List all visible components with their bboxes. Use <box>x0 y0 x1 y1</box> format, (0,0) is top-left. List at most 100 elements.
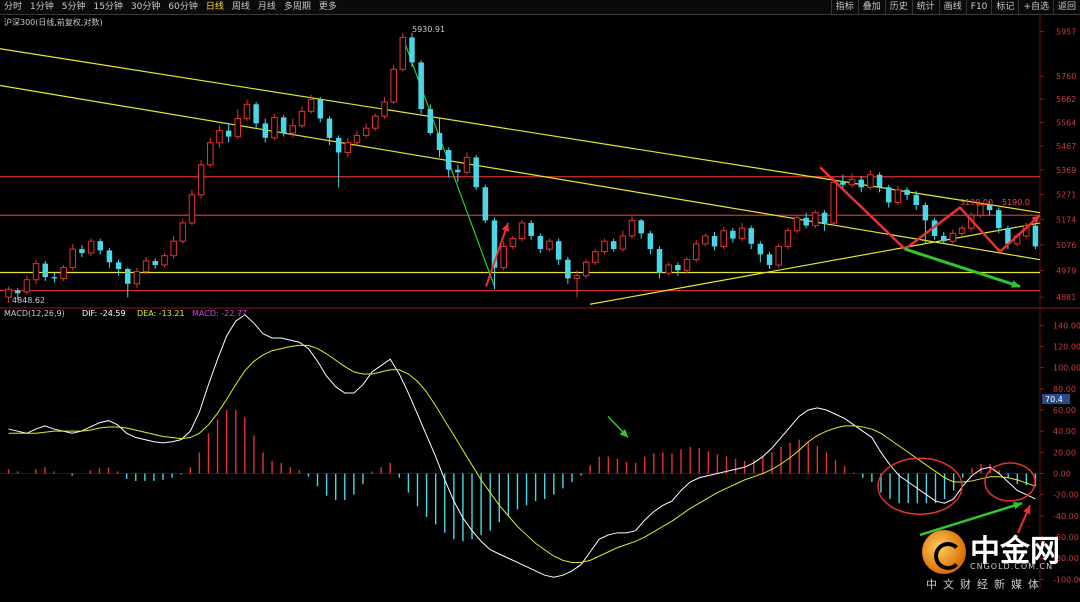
tool-button-0[interactable]: 指标 <box>830 0 858 14</box>
period-tab-3[interactable]: 15分钟 <box>93 2 123 12</box>
candle <box>32 259 40 284</box>
tool-button-8[interactable]: 返回 <box>1052 0 1080 14</box>
candle <box>675 262 681 276</box>
candle <box>766 251 773 269</box>
candle <box>738 222 746 242</box>
candle <box>409 32 415 67</box>
price-axis-tick: 5760 <box>1056 72 1076 81</box>
candle <box>79 245 85 258</box>
candle <box>940 232 947 244</box>
small-arrow-macd <box>607 415 629 439</box>
price-axis-tick: 4881 <box>1056 293 1076 302</box>
candle <box>298 106 306 129</box>
candle <box>207 137 214 168</box>
macd-axis-tick: 0.00 <box>1053 470 1071 479</box>
candle <box>335 135 342 188</box>
candle <box>436 118 443 158</box>
tool-button-2[interactable]: 历史 <box>884 0 912 14</box>
price-line-label-1: 5190.00 <box>960 198 993 207</box>
cngold-logo-icon <box>922 530 966 574</box>
tool-button-6[interactable]: 标记 <box>991 0 1018 14</box>
macd-marker-badge <box>1042 393 1070 404</box>
tool-button-3[interactable]: 统计 <box>911 0 939 14</box>
period-tab-10[interactable]: 更多 <box>318 2 337 12</box>
candle <box>69 243 77 271</box>
trough-circle-2 <box>984 462 1036 502</box>
period-toolbar: 分时 1分钟 5分钟 15分钟 30分钟 60分钟 日线 周线 月线 多周期 更多 指标 叠加 历史 统计… <box>0 0 1080 15</box>
price-axis-tick: 4979 <box>1056 267 1076 276</box>
wave-arrow <box>819 166 1041 253</box>
candle <box>234 109 242 140</box>
candle <box>748 225 754 250</box>
period-tab-0[interactable]: 分时 <box>4 2 23 12</box>
candle <box>619 230 627 252</box>
period-tab-2[interactable]: 5分钟 <box>61 2 86 12</box>
divergence-arrow-main <box>904 247 1021 288</box>
rebound-arrow <box>485 222 510 287</box>
candle <box>913 191 919 211</box>
tool-button-4[interactable]: 画线 <box>938 0 966 14</box>
candle <box>445 147 452 178</box>
tool-buttons: 指标 叠加 历史 统计 画线 F10 标记 +自选 返回 <box>830 0 1080 14</box>
candle <box>115 259 122 276</box>
candle <box>958 225 966 236</box>
tool-button-5[interactable]: F10 <box>965 0 992 14</box>
macd-axis-tick: 20.00 <box>1053 448 1076 457</box>
candle <box>262 118 269 143</box>
candle <box>528 220 534 240</box>
period-tab-7[interactable]: 周线 <box>231 2 250 12</box>
period-tab-1[interactable]: 1分钟 <box>30 2 54 12</box>
candle <box>876 172 883 193</box>
candle <box>152 258 159 269</box>
period-tab-6[interactable]: 日线 <box>205 2 224 12</box>
price-axis-tick: 5662 <box>1056 95 1076 104</box>
macd-axis-tick: 80.00 <box>1053 385 1076 394</box>
candle <box>170 235 177 259</box>
period-tab-4[interactable]: 30分钟 <box>130 2 161 12</box>
candle <box>656 246 663 279</box>
candle <box>482 184 489 223</box>
candle <box>730 228 736 243</box>
candle <box>307 94 315 114</box>
period-tab-5[interactable]: 60分钟 <box>168 2 198 12</box>
candle <box>812 210 819 229</box>
candle <box>381 97 388 119</box>
main-chart-title: 沪深300(日线,前复权,对数) <box>4 17 103 27</box>
candle <box>601 238 608 255</box>
candle <box>372 113 379 131</box>
candle <box>793 215 801 234</box>
dea-label: DEA: -13.21 <box>137 309 185 318</box>
candle <box>353 130 361 146</box>
tool-button-1[interactable]: 叠加 <box>857 0 885 14</box>
candle <box>5 286 12 303</box>
candle <box>399 32 407 72</box>
candle <box>280 115 287 137</box>
candle <box>418 60 424 114</box>
candle <box>42 260 49 282</box>
candle <box>830 177 837 226</box>
candle <box>197 159 205 199</box>
macd-axis-tick: -100.00 <box>1053 575 1080 584</box>
trend-line <box>0 84 1041 261</box>
candle <box>628 216 636 239</box>
candle <box>610 238 617 252</box>
candle <box>125 267 131 298</box>
candle <box>720 226 727 250</box>
candle <box>133 267 141 288</box>
period-tab-8[interactable]: 月线 <box>257 2 276 12</box>
candle <box>803 212 809 229</box>
price-axis-tick: 5564 <box>1056 118 1076 127</box>
candle <box>97 238 104 255</box>
candle <box>243 99 251 121</box>
candle <box>995 207 1002 234</box>
period-tab-9[interactable]: 多周期 <box>283 2 311 12</box>
candle <box>473 154 479 190</box>
candle <box>106 247 113 268</box>
macd-axis-tick: 120.00 <box>1053 342 1080 351</box>
candle <box>848 173 856 188</box>
high-label: 5930.91 <box>412 25 445 34</box>
macd-axis-tick: -20.00 <box>1053 491 1079 500</box>
tool-button-7[interactable]: +自选 <box>1018 0 1053 14</box>
candle <box>427 104 434 136</box>
candle <box>491 217 498 290</box>
